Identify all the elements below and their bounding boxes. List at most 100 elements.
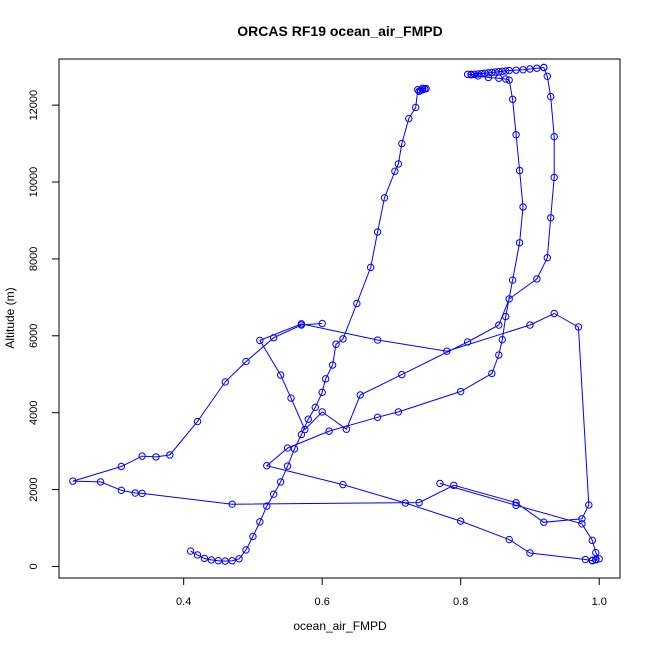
data-point	[138, 452, 146, 460]
data-point	[373, 336, 382, 344]
data-point	[519, 203, 527, 211]
x-tick-label: 0.8	[453, 596, 468, 608]
data-point	[519, 66, 527, 74]
data-point	[550, 173, 558, 182]
data-point	[422, 84, 430, 93]
data-point	[318, 388, 326, 397]
data-point	[69, 477, 77, 485]
data-point	[193, 417, 202, 426]
data-point	[505, 535, 513, 544]
y-tick-label: 0	[28, 563, 40, 569]
data-point	[325, 427, 333, 435]
data-point	[581, 555, 590, 564]
y-axis: 0 2000 4000 6000 8000 10000 12000	[28, 90, 60, 570]
data-point	[276, 478, 285, 486]
y-tick-label: 2000	[28, 477, 40, 501]
data-point	[436, 479, 444, 488]
data-point	[484, 69, 493, 77]
data-point	[498, 335, 506, 344]
data-point	[263, 462, 271, 470]
data-point	[547, 214, 555, 222]
data-point	[533, 275, 541, 283]
data-point	[498, 67, 506, 76]
data-point	[543, 72, 551, 81]
data-point	[117, 486, 126, 495]
x-tick-label: 1.0	[592, 596, 607, 608]
data-point	[491, 68, 500, 76]
y-tick-label: 8000	[28, 247, 40, 271]
data-point	[311, 403, 319, 412]
data-point	[508, 95, 517, 104]
data-point	[512, 131, 520, 139]
data-point	[508, 276, 517, 284]
data-point	[457, 387, 465, 396]
data-point	[488, 369, 496, 378]
data-point	[502, 67, 510, 75]
data-point	[304, 415, 313, 423]
data-point	[138, 489, 146, 498]
data-point	[283, 462, 292, 470]
data-point	[550, 309, 558, 318]
series-line	[72, 67, 590, 523]
data-point	[512, 66, 520, 74]
data-point	[394, 160, 403, 168]
data-point	[585, 501, 593, 509]
data-point	[512, 498, 520, 507]
x-tick-label: 0.6	[315, 596, 330, 608]
data-point	[380, 194, 389, 202]
data-point	[592, 555, 600, 564]
data-point	[592, 548, 600, 557]
data-point	[297, 321, 306, 329]
data-point	[533, 64, 541, 72]
data-point	[502, 75, 510, 83]
data-point	[228, 500, 236, 508]
x-axis: 0.4 0.6 0.8 1.0	[176, 577, 607, 608]
data-point	[287, 394, 295, 402]
data-point	[366, 263, 375, 272]
data-point	[418, 84, 427, 92]
chart-title: ORCAS RF19 ocean_air_FMPD	[237, 23, 442, 39]
data-point	[450, 481, 458, 490]
data-point	[297, 430, 306, 439]
data-point	[443, 347, 451, 355]
y-tick-label: 6000	[28, 324, 40, 348]
data-point	[339, 335, 347, 343]
data-point	[470, 70, 479, 79]
series-1	[263, 63, 603, 565]
data-point	[578, 520, 586, 528]
data-point	[543, 254, 551, 262]
data-point	[276, 371, 285, 379]
series-2	[69, 63, 593, 526]
data-point	[235, 555, 243, 563]
data-point	[550, 132, 558, 141]
data-point	[339, 480, 347, 489]
data-point	[214, 557, 222, 565]
data-point	[463, 70, 472, 79]
data-point	[318, 408, 326, 416]
series-layer	[69, 63, 603, 565]
data-point	[495, 321, 503, 329]
data-point	[353, 299, 361, 308]
data-point	[411, 103, 420, 112]
data-point	[96, 478, 105, 486]
data-point	[249, 532, 257, 541]
plot-frame	[58, 58, 621, 579]
data-point	[186, 547, 195, 555]
data-point	[488, 68, 496, 77]
data-point	[256, 336, 264, 345]
data-point	[391, 167, 399, 175]
data-point	[398, 139, 406, 148]
y-tick-label: 10000	[28, 167, 40, 198]
data-point	[263, 502, 271, 510]
data-point	[414, 86, 422, 94]
data-point	[318, 319, 326, 328]
data-point	[526, 549, 534, 557]
data-point	[373, 228, 382, 236]
data-point	[228, 557, 236, 565]
data-point	[474, 72, 482, 80]
data-point	[193, 551, 202, 559]
data-point	[588, 556, 596, 565]
data-point	[526, 321, 534, 329]
data-point	[166, 451, 174, 459]
data-point	[221, 378, 229, 386]
